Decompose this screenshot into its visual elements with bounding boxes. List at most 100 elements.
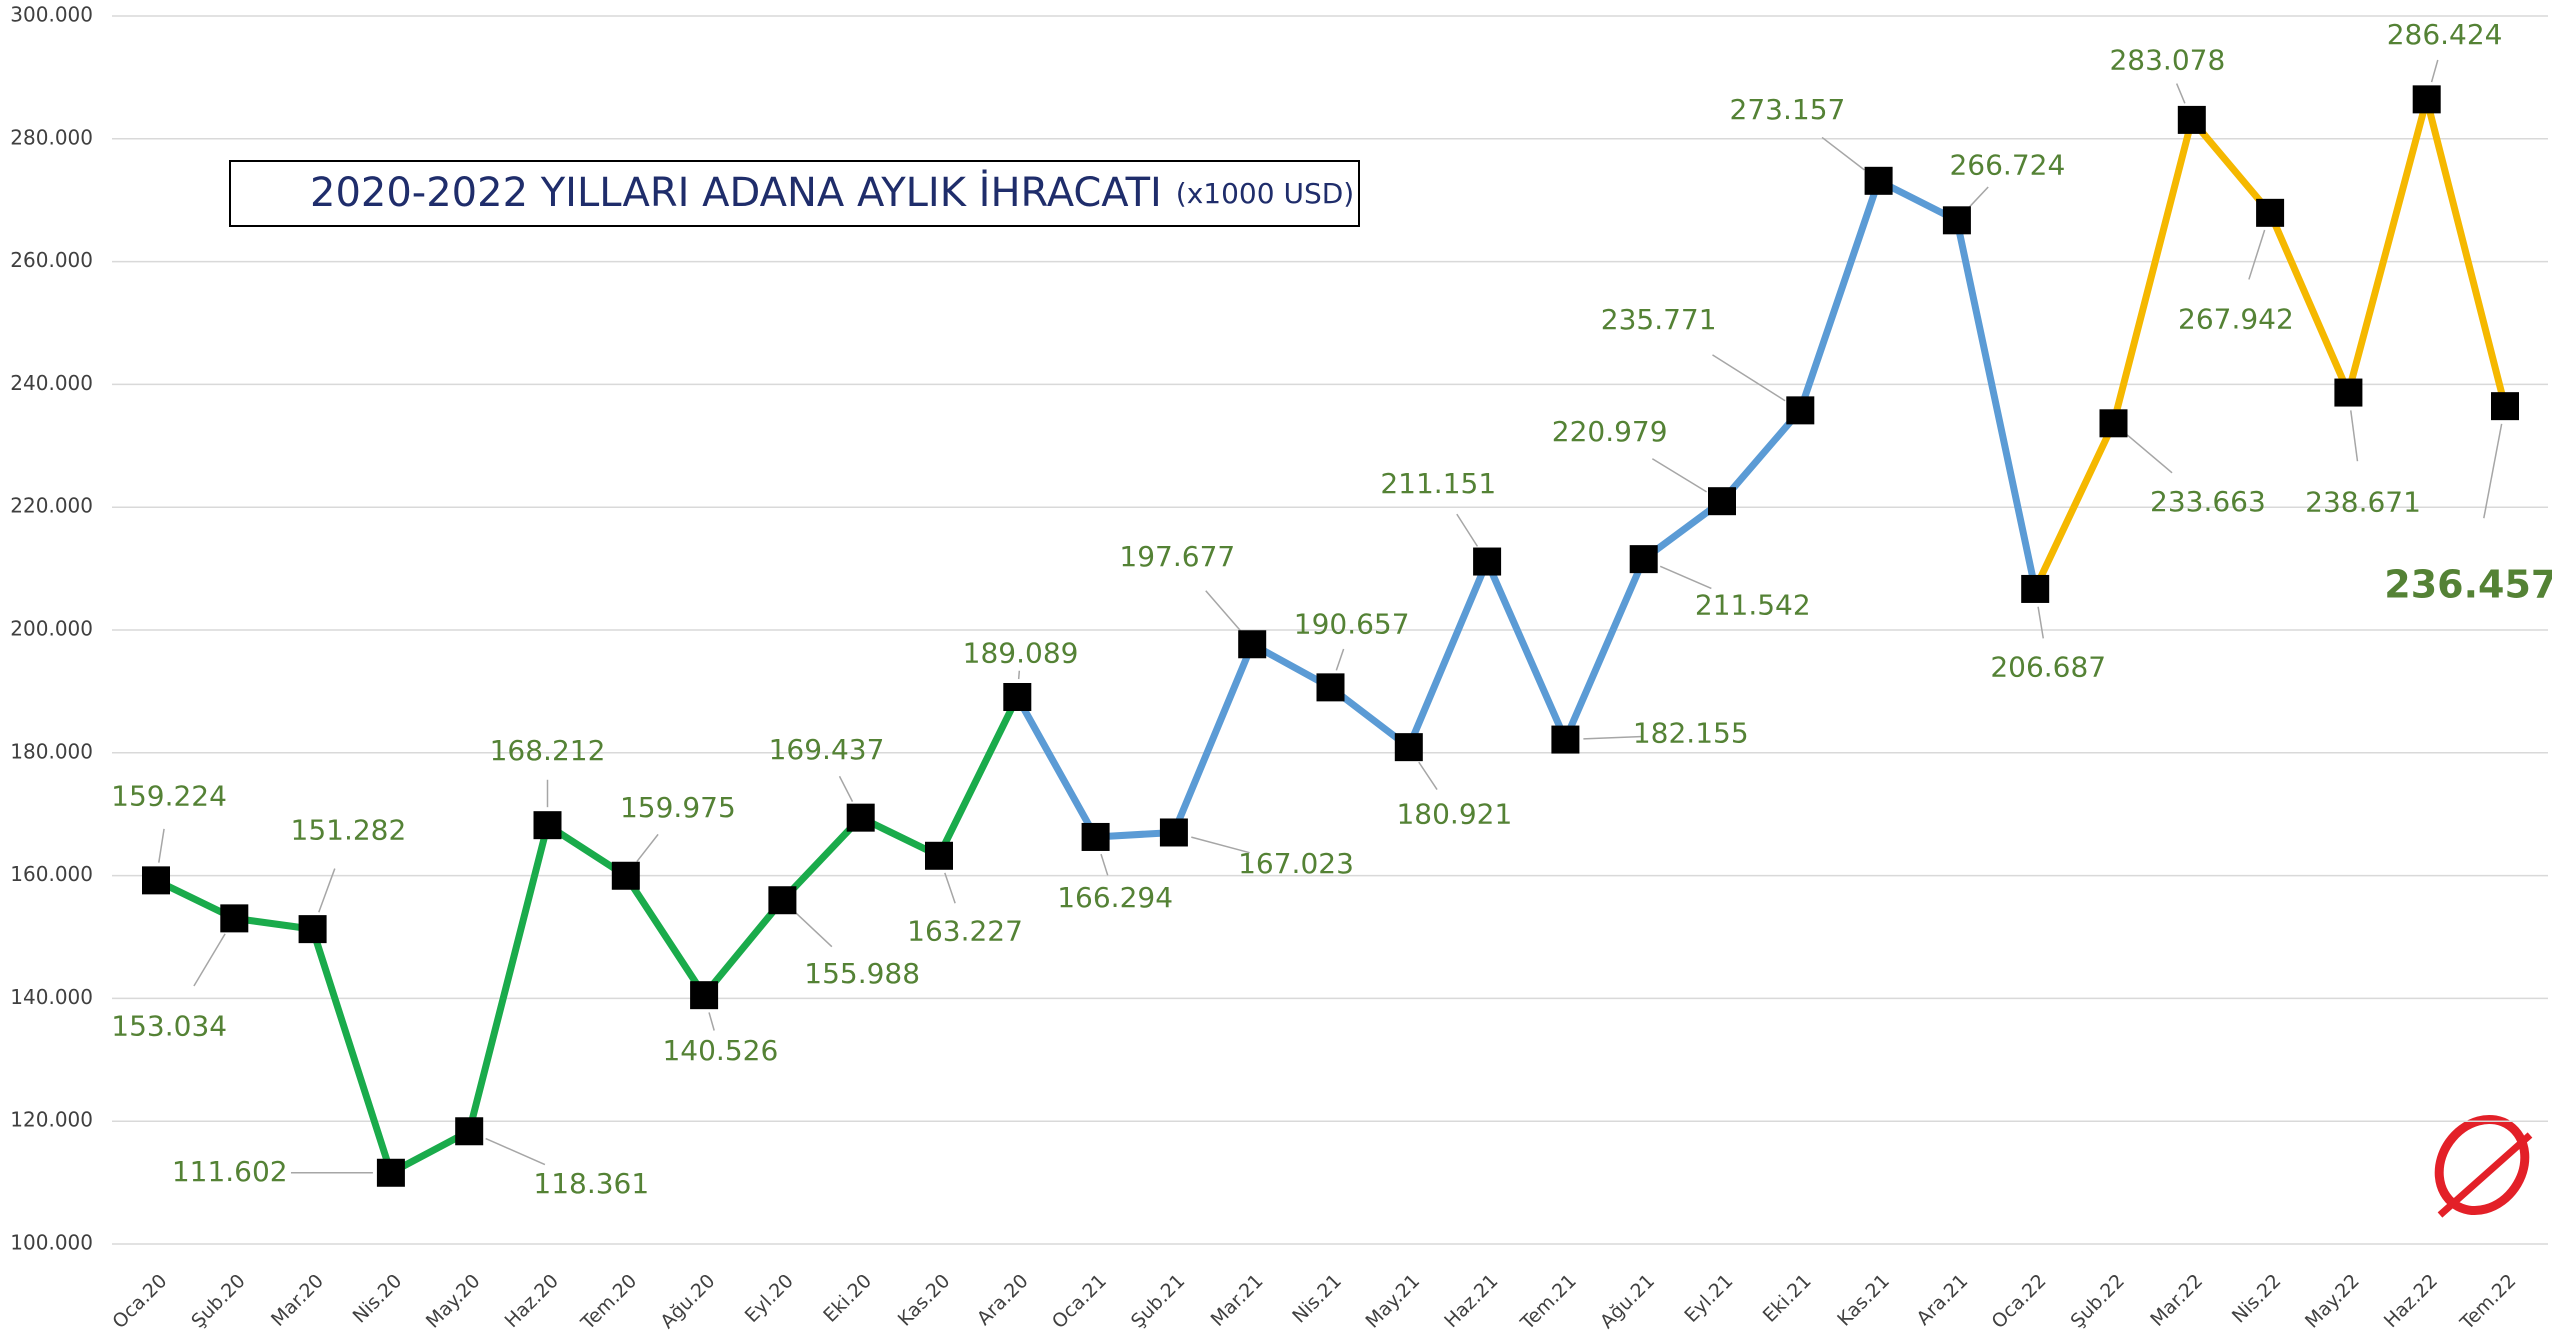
- line-segment: [1953, 216, 2039, 593]
- line-segment: [309, 925, 395, 1177]
- leader-line: [2350, 410, 2359, 462]
- data-label: 190.657: [1294, 608, 1410, 641]
- marker: [1942, 206, 1971, 235]
- marker: [142, 866, 170, 895]
- x-tick-label: Nis.22: [2228, 1270, 2286, 1328]
- data-label: 236.457: [2384, 562, 2552, 606]
- data-label: 235.771: [1601, 303, 1717, 336]
- leader-line: [2430, 59, 2439, 83]
- data-label: 267.942: [2178, 302, 2294, 335]
- x-tick-label: Kas.20: [894, 1270, 955, 1330]
- data-label: 182.155: [1633, 717, 1749, 750]
- data-label: 140.526: [662, 1034, 778, 1067]
- line-segment: [465, 821, 551, 1135]
- x-tick-label: Tem.22: [2456, 1270, 2521, 1330]
- line-segment: [700, 896, 786, 999]
- marker: [2491, 392, 2519, 421]
- leader-line: [1456, 513, 1479, 547]
- data-label: 238.671: [2305, 485, 2421, 518]
- title-box: [229, 160, 1360, 227]
- x-tick-label: Oca.21: [1048, 1270, 1111, 1330]
- data-label: 159.224: [111, 779, 227, 812]
- y-tick-label: 140.000: [10, 985, 93, 1009]
- x-tick-label: Haz.20: [501, 1270, 563, 1330]
- data-label: 153.034: [111, 1009, 227, 1042]
- leader-line: [1712, 354, 1786, 402]
- marker: [1786, 396, 1815, 425]
- marker: [925, 841, 953, 870]
- data-label: 197.677: [1119, 540, 1235, 573]
- subtitle-text: (x1000 USD): [1176, 177, 1354, 210]
- marker: [2256, 198, 2285, 227]
- leader-line: [1100, 853, 1109, 876]
- y-tick-label: 280.000: [10, 125, 93, 149]
- leader-line: [2175, 83, 2186, 104]
- data-label: 167.023: [1238, 847, 1354, 880]
- line-segment: [1718, 406, 1804, 505]
- marker: [768, 886, 797, 915]
- x-tick-label: Haz.21: [1440, 1270, 1502, 1330]
- line-segment: [1013, 693, 1100, 841]
- leader-line: [485, 1137, 546, 1166]
- line-segment: [1170, 640, 1256, 836]
- leader-line: [2483, 423, 2503, 519]
- data-label: 283.078: [2109, 43, 2225, 76]
- chart-title: 2020-2022 YILLARI ADANA AYLIK İHRACATI (x…: [310, 168, 1354, 216]
- logo: [2434, 1114, 2533, 1218]
- marker: [2099, 409, 2128, 438]
- marker: [2177, 105, 2206, 134]
- marker: [1238, 630, 1267, 659]
- data-label: 211.542: [1695, 588, 1811, 621]
- marker: [2412, 85, 2441, 114]
- line-segment: [622, 872, 708, 999]
- x-tick-label: Ağu.21: [1596, 1270, 1659, 1330]
- y-tick-label: 100.000: [10, 1231, 93, 1255]
- y-tick-label: 180.000: [10, 739, 93, 763]
- data-label: 118.361: [533, 1167, 649, 1200]
- line-segment: [2031, 419, 2117, 593]
- leader-line: [1418, 761, 1438, 790]
- line-segment: [2188, 116, 2274, 217]
- leader-line: [1651, 458, 1708, 493]
- x-tick-label: Şub.20: [187, 1270, 250, 1330]
- marker: [690, 981, 719, 1010]
- x-tick-label: Nis.20: [349, 1270, 407, 1328]
- marker: [1629, 545, 1658, 574]
- x-tick-label: Eki.21: [1759, 1270, 1816, 1327]
- x-tick-label: May.21: [1361, 1270, 1424, 1330]
- marker: [1473, 547, 1502, 576]
- data-label: 111.602: [172, 1155, 288, 1188]
- leader-line: [1335, 648, 1345, 671]
- x-tick-label: Haz.22: [2380, 1270, 2442, 1330]
- x-tick-label: Tem.20: [576, 1270, 641, 1330]
- marker: [611, 861, 640, 890]
- marker: [376, 1158, 405, 1187]
- leader-line: [2037, 606, 2045, 639]
- leader-line: [1659, 565, 1712, 590]
- marker: [220, 904, 249, 933]
- data-label: 155.988: [804, 957, 920, 990]
- marker: [298, 915, 327, 944]
- data-label: 169.437: [769, 733, 885, 766]
- line-segment: [935, 693, 1021, 860]
- line-segment: [1796, 177, 1883, 414]
- line-segment: [1561, 555, 1648, 744]
- x-tick-label: May.22: [2301, 1270, 2364, 1330]
- x-tick-label: Oca.20: [108, 1270, 171, 1330]
- leader-line: [708, 1012, 715, 1031]
- leader-line: [193, 933, 226, 987]
- x-tick-label: Şub.22: [2066, 1270, 2129, 1330]
- y-tick-label: 260.000: [10, 248, 93, 272]
- x-tick-label: Mar.21: [1207, 1270, 1268, 1330]
- data-label: 163.227: [907, 914, 1023, 947]
- leader-line: [2248, 229, 2266, 280]
- data-label: 220.979: [1552, 415, 1668, 448]
- marker: [533, 811, 562, 840]
- x-tick-label: Ara.20: [973, 1270, 1033, 1330]
- data-label: 166.294: [1057, 881, 1173, 914]
- data-label: 168.212: [490, 734, 606, 767]
- y-tick-label: 240.000: [10, 371, 93, 395]
- data-label: 266.724: [1949, 149, 2065, 182]
- x-tick-label: Ağu.20: [656, 1270, 719, 1330]
